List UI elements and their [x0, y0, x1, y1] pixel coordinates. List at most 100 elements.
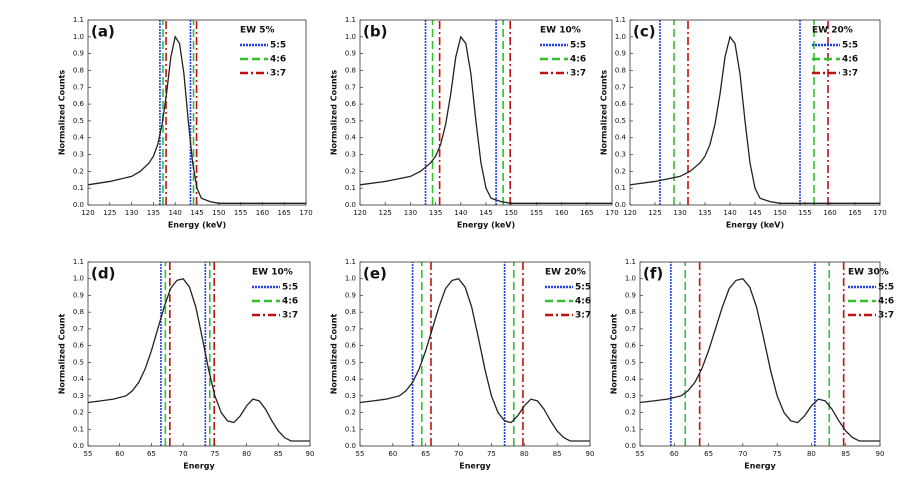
x-tick-label: 155: [234, 209, 247, 217]
y-tick-label: 0.6: [73, 100, 85, 108]
y-tick-label: 1.0: [345, 33, 356, 41]
x-tick-label: 60: [115, 450, 124, 458]
y-tick-label: 0.6: [345, 100, 357, 108]
plot-frame: [639, 261, 881, 447]
y-tick-label: 0.8: [73, 66, 84, 74]
y-tick-label: 0.5: [615, 117, 626, 125]
y-tick-label: 0.9: [73, 291, 84, 299]
x-tick-label: 75: [210, 450, 219, 458]
y-tick-label: 0.6: [625, 342, 637, 350]
y-tick-label: 0.3: [345, 392, 356, 400]
x-tick-label: 140: [454, 209, 467, 217]
x-axis-label: Energy: [744, 462, 776, 471]
y-tick-label: 0.7: [625, 325, 636, 333]
y-tick-label: 0.5: [625, 358, 636, 366]
x-axis-label: Energy: [459, 462, 491, 471]
y-tick-label: 0.7: [73, 325, 84, 333]
x-axis-label: Energy: [183, 462, 215, 471]
legend-label: 3:7: [878, 311, 894, 321]
legend-label: 3:7: [575, 311, 591, 321]
y-tick-label: 0.0: [73, 201, 84, 209]
plot-frame: [359, 261, 591, 447]
x-tick-label: 160: [823, 209, 836, 217]
y-tick-label: 1.0: [615, 33, 626, 41]
spectrum-line: [87, 277, 310, 442]
legend-title: EW 20%: [812, 26, 853, 36]
x-tick-label: 170: [873, 209, 886, 217]
x-tick-label: 135: [429, 209, 442, 217]
y-tick-label: 0.7: [345, 83, 356, 91]
x-tick-label: 120: [353, 209, 366, 217]
y-tick-label: 0.5: [73, 358, 84, 366]
x-tick-label: 85: [274, 450, 283, 458]
y-tick-label: 0.0: [345, 442, 356, 450]
y-tick-label: 0.8: [345, 308, 356, 316]
y-tick-label: 1.0: [345, 275, 356, 283]
y-tick-label: 0.0: [73, 442, 84, 450]
legend-label: 5:5: [842, 41, 858, 51]
x-tick-label: 120: [81, 209, 94, 217]
legend-label: 4:6: [282, 297, 298, 307]
legend-label: 4:6: [575, 297, 591, 307]
panel: 120 125 130 135 140 145 150 155 160 165 170 0.0 0.1 0…: [58, 16, 313, 230]
y-tick-label: 0.1: [73, 184, 84, 192]
y-tick-label: 0.6: [345, 342, 357, 350]
y-tick-label: 0.8: [73, 308, 84, 316]
x-tick-label: 80: [520, 450, 529, 458]
y-tick-label: 1.1: [615, 16, 626, 24]
x-tick-label: 150: [505, 209, 518, 217]
x-tick-label: 65: [421, 450, 430, 458]
panel-title: (d): [91, 265, 115, 283]
x-tick-label: 125: [648, 209, 661, 217]
x-tick-label: 160: [555, 209, 568, 217]
y-tick-label: 0.2: [345, 409, 356, 417]
y-axis-label: Normalized Counts: [58, 70, 67, 156]
x-tick-label: 150: [773, 209, 786, 217]
x-tick-label: 155: [798, 209, 811, 217]
y-axis-label: Normalized Count: [330, 314, 339, 395]
x-tick-label: 60: [670, 450, 679, 458]
y-tick-label: 0.5: [345, 117, 356, 125]
panel: 55 60 65 70 75 80 85 90 0.0 0.1 0.2 0.3 0.4 0.5 0.6 0.7…: [58, 258, 315, 471]
y-tick-label: 0.8: [615, 66, 626, 74]
y-tick-label: 0.6: [73, 342, 85, 350]
y-tick-label: 0.7: [345, 325, 356, 333]
x-tick-label: 125: [103, 209, 116, 217]
x-tick-label: 70: [179, 450, 188, 458]
legend-label: 4:6: [270, 55, 286, 65]
y-tick-label: 0.3: [73, 392, 84, 400]
x-tick-label: 55: [356, 450, 365, 458]
legend-title: EW 30%: [848, 268, 889, 278]
y-tick-label: 0.9: [345, 50, 356, 58]
x-tick-label: 70: [454, 450, 463, 458]
y-tick-label: 1.1: [73, 16, 84, 24]
y-tick-label: 0.3: [625, 392, 636, 400]
y-tick-label: 0.7: [73, 83, 84, 91]
y-tick-label: 0.4: [73, 134, 85, 142]
x-tick-label: 155: [530, 209, 543, 217]
y-tick-label: 1.1: [73, 258, 84, 266]
legend-title: EW 10%: [540, 26, 581, 36]
legend-label: 4:6: [842, 55, 858, 65]
x-tick-label: 150: [212, 209, 225, 217]
x-tick-label: 120: [623, 209, 636, 217]
x-axis-label: Energy (keV): [726, 221, 784, 230]
x-tick-label: 170: [299, 209, 312, 217]
legend-label: 5:5: [575, 283, 591, 293]
x-tick-label: 55: [84, 450, 93, 458]
y-tick-label: 1.1: [345, 16, 356, 24]
x-tick-label: 140: [169, 209, 182, 217]
legend-label: 3:7: [842, 69, 858, 79]
x-tick-label: 145: [479, 209, 492, 217]
x-tick-label: 135: [147, 209, 160, 217]
y-tick-label: 0.0: [625, 442, 636, 450]
x-tick-label: 90: [586, 450, 595, 458]
y-tick-label: 0.1: [73, 425, 84, 433]
spectrum-line: [87, 35, 306, 204]
x-tick-label: 70: [738, 450, 747, 458]
panel-title: (c): [633, 23, 656, 41]
panel-title: (e): [363, 265, 387, 283]
x-tick-label: 165: [580, 209, 593, 217]
legend-label: 3:7: [282, 311, 298, 321]
x-tick-label: 140: [723, 209, 736, 217]
